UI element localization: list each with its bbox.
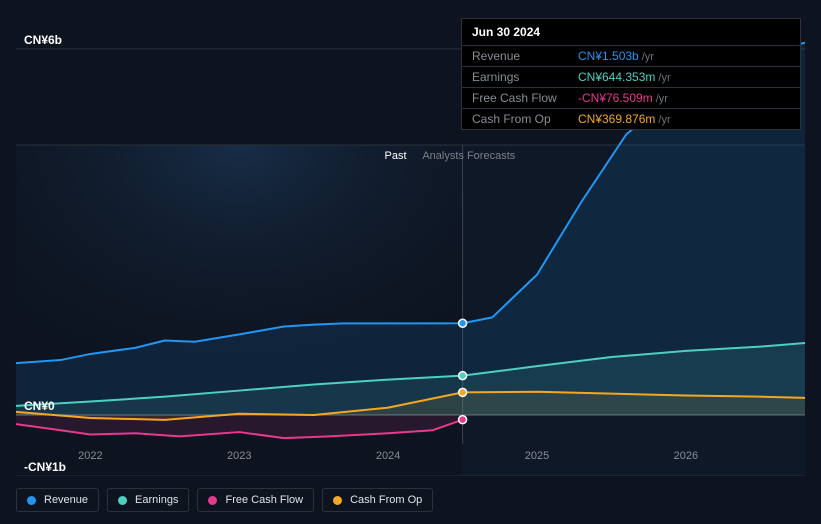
legend-swatch [27,496,36,505]
tooltip-row-value: CN¥1.503b [578,49,639,63]
x-tick-label: 2023 [227,450,251,462]
x-tick-label: 2024 [376,450,400,462]
legend-swatch [118,496,127,505]
legend-item[interactable]: Revenue [16,488,99,512]
y-tick-label: -CN¥1b [24,460,66,474]
legend-label: Revenue [44,494,88,506]
legend-swatch [208,496,217,505]
tooltip-row: Revenue CN¥1.503b/yr [462,46,800,67]
legend-item[interactable]: Free Cash Flow [197,488,314,512]
legend: Revenue Earnings Free Cash Flow Cash From O… [16,488,433,512]
tooltip-row-value: -CN¥76.509m [578,91,653,105]
legend-label: Free Cash Flow [225,494,303,506]
y-tick-label: CN¥0 [24,399,55,413]
tooltip-row-label: Cash From Op [472,112,564,126]
x-tick-label: 2022 [78,450,102,462]
x-tick-label: 2026 [674,450,698,462]
y-tick-label: CN¥6b [24,33,62,47]
tooltip-row-label: Revenue [472,49,564,63]
tooltip-row-suffix: /yr [656,93,668,105]
tooltip-row-label: Free Cash Flow [472,91,564,105]
legend-item[interactable]: Cash From Op [322,488,433,512]
legend-label: Earnings [135,494,178,506]
region-label-past: Past [385,150,407,162]
tooltip-row-suffix: /yr [658,114,670,126]
tooltip-title: Jun 30 2024 [462,19,800,46]
chart-container: Past Analysts Forecasts -CN¥1b CN¥0 CN¥6b 2… [0,0,821,524]
legend-label: Cash From Op [350,494,422,506]
region-label-forecast: Analysts Forecasts [422,150,515,162]
tooltip-row-label: Earnings [472,70,564,84]
tooltip-rows: Revenue CN¥1.503b/yr Earnings CN¥644.353m/y… [462,46,800,129]
tooltip-row-value: CN¥644.353m [578,70,655,84]
legend-swatch [333,496,342,505]
tooltip-row: Free Cash Flow -CN¥76.509m/yr [462,88,800,109]
tooltip-row: Earnings CN¥644.353m/yr [462,67,800,88]
tooltip-row: Cash From Op CN¥369.876m/yr [462,109,800,129]
tooltip-row-suffix: /yr [642,51,654,63]
x-tick-label: 2025 [525,450,549,462]
tooltip: Jun 30 2024 Revenue CN¥1.503b/yr Earnings C… [461,18,801,130]
tooltip-row-value: CN¥369.876m [578,112,655,126]
tooltip-row-suffix: /yr [658,72,670,84]
legend-item[interactable]: Earnings [107,488,189,512]
